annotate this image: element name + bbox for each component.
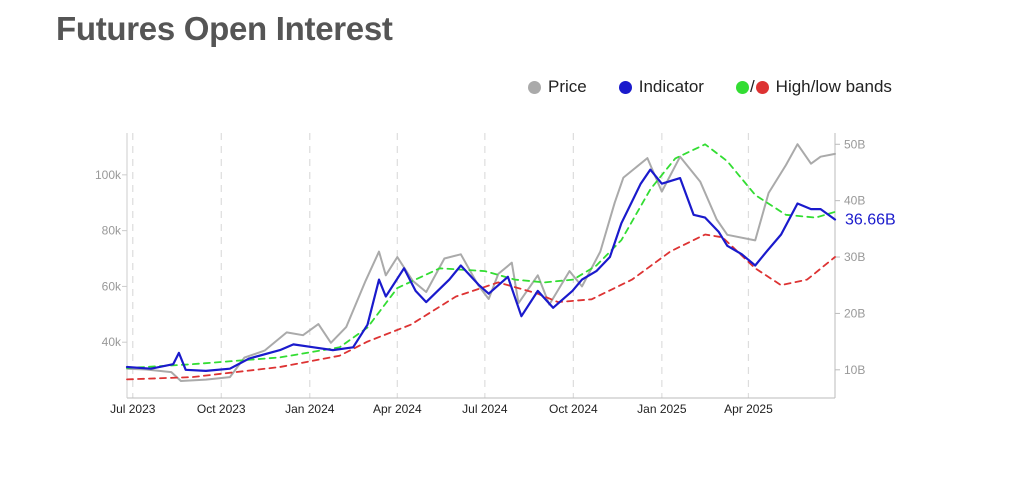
x-tick-label: Jan 2025 <box>637 402 687 416</box>
legend-label-indicator: Indicator <box>638 77 704 96</box>
legend-label-bands: High/low bands <box>775 77 892 96</box>
legend-label-price: Price <box>548 77 587 96</box>
y-right-tick-label: 20B <box>844 306 865 320</box>
series-lines <box>125 143 837 382</box>
indicator-last-value-label: 36.66B <box>845 211 896 228</box>
x-tick-label: Apr 2024 <box>373 402 422 416</box>
legend-item-price[interactable]: Price <box>528 77 587 97</box>
series-line-price <box>126 143 836 382</box>
axes <box>122 133 840 399</box>
x-tick-label: Apr 2025 <box>724 402 773 416</box>
x-tick-label: Jul 2023 <box>110 402 156 416</box>
chart-legend: Price Indicator / High/low bands <box>528 77 892 97</box>
x-tick-label: Jan 2024 <box>285 402 335 416</box>
grid-lines <box>132 133 750 398</box>
chart-title: Futures Open Interest <box>56 10 393 47</box>
low-band-legend-dot-icon <box>755 80 769 94</box>
x-tick-label: Oct 2023 <box>197 402 246 416</box>
y-left-tick-label: 100k <box>95 168 122 182</box>
legend-item-indicator[interactable]: Indicator <box>618 77 704 97</box>
x-tick-label: Jul 2024 <box>462 402 508 416</box>
y-right-tick-label: 40B <box>844 194 865 208</box>
high-band-legend-dot-icon <box>735 80 749 94</box>
y-right-tick-label: 50B <box>844 137 865 151</box>
y-left-tick-label: 80k <box>102 224 122 238</box>
y-right-tick-label: 30B <box>844 250 865 264</box>
price-legend-dot-icon <box>528 80 541 94</box>
legend-item-bands[interactable]: / High/low bands <box>735 77 892 97</box>
x-tick-label: Oct 2024 <box>549 402 598 416</box>
y-right-tick-label: 10B <box>844 363 865 377</box>
y-left-tick-label: 60k <box>102 279 122 293</box>
series-line-high-band <box>126 143 836 369</box>
series-line-low-band <box>126 233 836 381</box>
legend-bands-separator: / <box>749 77 755 96</box>
tick-labels: Jul 2023 Oct 2023 Jan 2024 Apr 2024 Jul 2024… <box>95 137 896 416</box>
indicator-legend-dot-icon <box>618 80 632 94</box>
series-line-indicator <box>125 168 837 372</box>
y-left-tick-label: 40k <box>102 335 122 349</box>
